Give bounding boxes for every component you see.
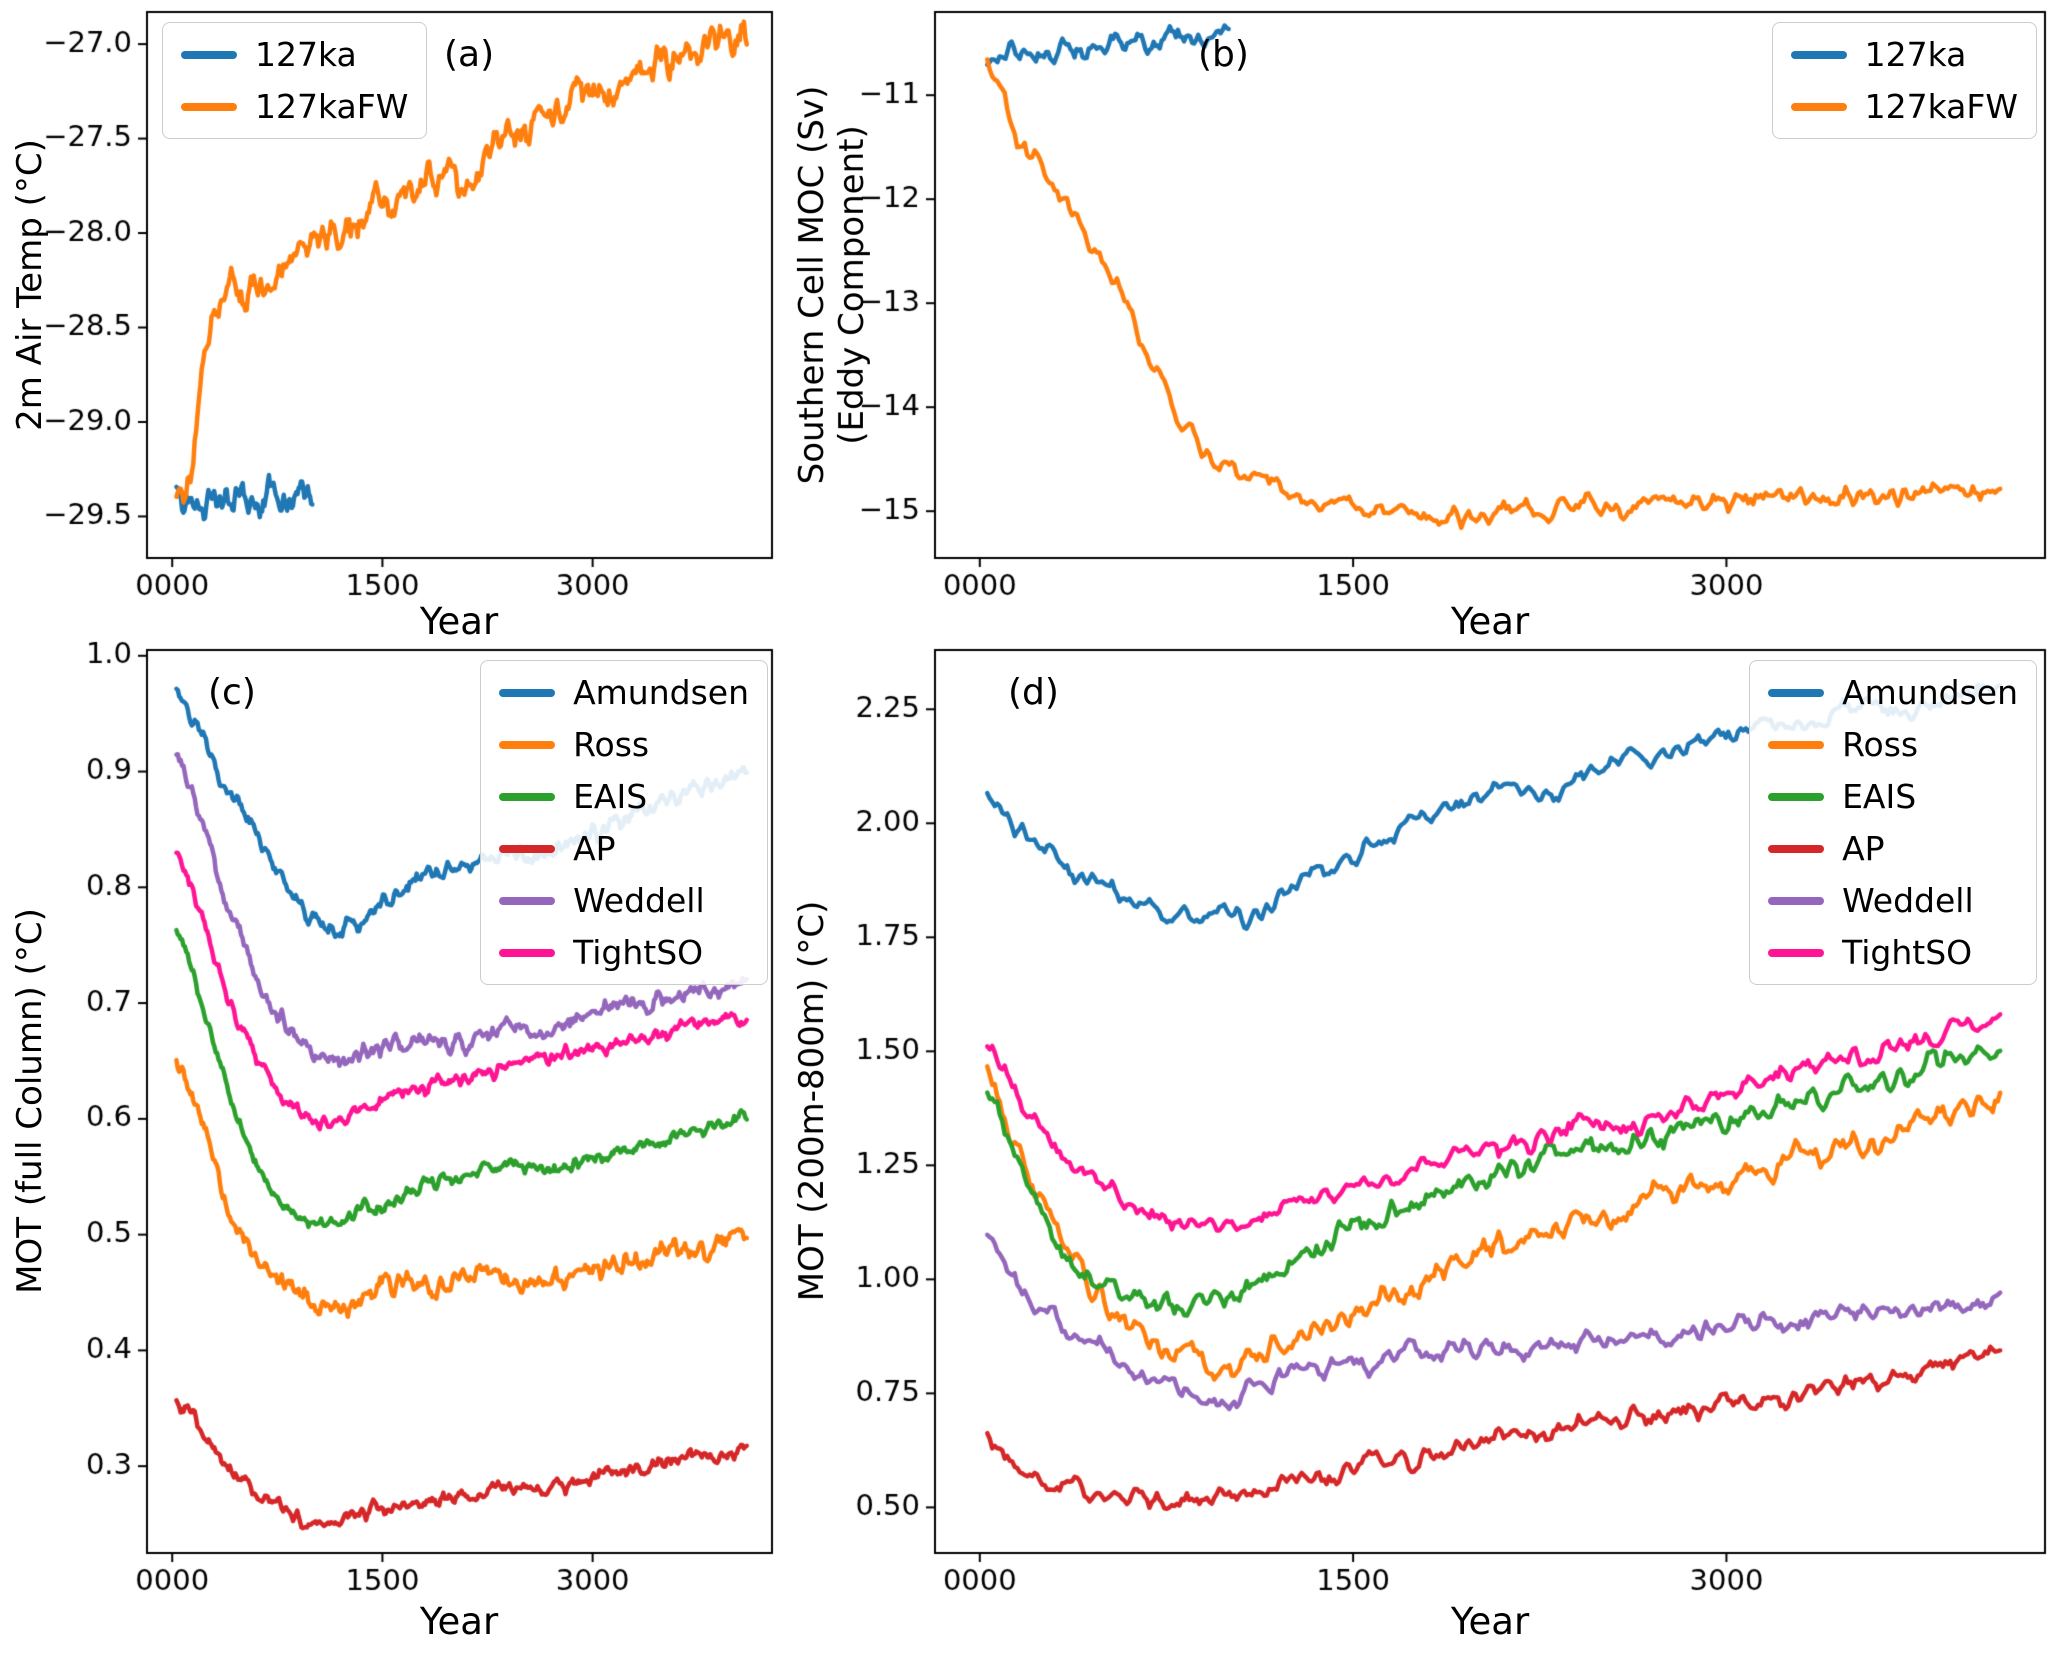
legend-label: TightSO <box>1842 933 1973 972</box>
legend-entry: 127ka <box>1790 35 2018 74</box>
legend-panel-a: 127ka 127kaFW <box>162 22 428 139</box>
legend-label: Ross <box>1842 725 1919 764</box>
legend-line-swatch <box>1768 844 1825 853</box>
legend-entry: EAIS <box>1768 777 2018 816</box>
ylabel-c: MOT (full Column) (°C) <box>9 908 50 1294</box>
legend-entry: 127ka <box>181 35 408 74</box>
legend-label: Weddell <box>1842 881 1974 920</box>
panel-label-d: (d) <box>1008 672 1059 713</box>
legend-panel-c: Amundsen Ross EAIS AP Weddell TightSO <box>480 660 768 985</box>
legend-entry: TightSO <box>499 933 749 972</box>
legend-label: Amundsen <box>1842 673 2018 712</box>
legend-entry: AP <box>499 829 749 868</box>
legend-label: Weddell <box>573 881 705 920</box>
legend-entry: Weddell <box>1768 881 2018 920</box>
ylabel-b: Southern Cell MOC (Sv) (Eddy Component) <box>792 86 872 485</box>
legend-line-swatch <box>499 688 556 697</box>
legend-line-swatch <box>499 948 556 957</box>
panel-label-b: (b) <box>1198 34 1249 75</box>
legend-label: EAIS <box>1842 777 1917 816</box>
legend-panel-b: 127ka 127kaFW <box>1771 22 2037 139</box>
legend-label: AP <box>1842 829 1885 868</box>
legend-entry: Weddell <box>499 881 749 920</box>
legend-line-swatch <box>1768 740 1825 749</box>
legend-line-swatch <box>1790 50 1847 59</box>
legend-label: AP <box>573 829 616 868</box>
legend-entry: TightSO <box>1768 933 2018 972</box>
panel-label-c: (c) <box>208 672 256 713</box>
legend-label: 127kaFW <box>255 87 409 126</box>
legend-line-swatch <box>499 896 556 905</box>
legend-entry: Ross <box>499 725 749 764</box>
legend-entry: EAIS <box>499 777 749 816</box>
xlabel-b: Year <box>1450 600 1530 643</box>
ylabel-a: 2m Air Temp (°C) <box>9 139 50 431</box>
legend-label: TightSO <box>573 933 704 972</box>
panel-label-a: (a) <box>444 34 495 75</box>
legend-line-swatch <box>1768 792 1825 801</box>
legend-line-swatch <box>1768 948 1825 957</box>
ylabel-b-line1: Southern Cell MOC (Sv) <box>791 85 832 485</box>
legend-line-swatch <box>1790 102 1847 111</box>
legend-panel-d: Amundsen Ross EAIS AP Weddell TightSO <box>1749 660 2037 985</box>
legend-label: EAIS <box>573 777 648 816</box>
xlabel-d: Year <box>1450 1600 1530 1643</box>
legend-label: 127ka <box>255 35 357 74</box>
legend-line-swatch <box>1768 896 1825 905</box>
ylabel-d: MOT (200m-800m) (°C) <box>791 900 832 1302</box>
legend-line-swatch <box>499 844 556 853</box>
legend-line-swatch <box>181 102 237 111</box>
legend-entry: Ross <box>1768 725 2018 764</box>
xlabel-a: Year <box>419 600 499 643</box>
legend-line-swatch <box>499 792 556 801</box>
legend-line-swatch <box>1768 688 1825 697</box>
legend-entry: 127kaFW <box>181 87 408 126</box>
legend-label: Ross <box>573 725 650 764</box>
legend-label: 127kaFW <box>1864 87 2018 126</box>
legend-entry: 127kaFW <box>1790 87 2018 126</box>
legend-line-swatch <box>181 50 237 59</box>
legend-entry: Amundsen <box>499 673 749 712</box>
legend-entry: AP <box>1768 829 2018 868</box>
ylabel-b-line2: (Eddy Component) <box>832 125 872 445</box>
legend-label: 127ka <box>1864 35 1967 74</box>
legend-line-swatch <box>499 740 556 749</box>
legend-entry: Amundsen <box>1768 673 2018 712</box>
xlabel-c: Year <box>419 1600 499 1643</box>
legend-label: Amundsen <box>573 673 749 712</box>
